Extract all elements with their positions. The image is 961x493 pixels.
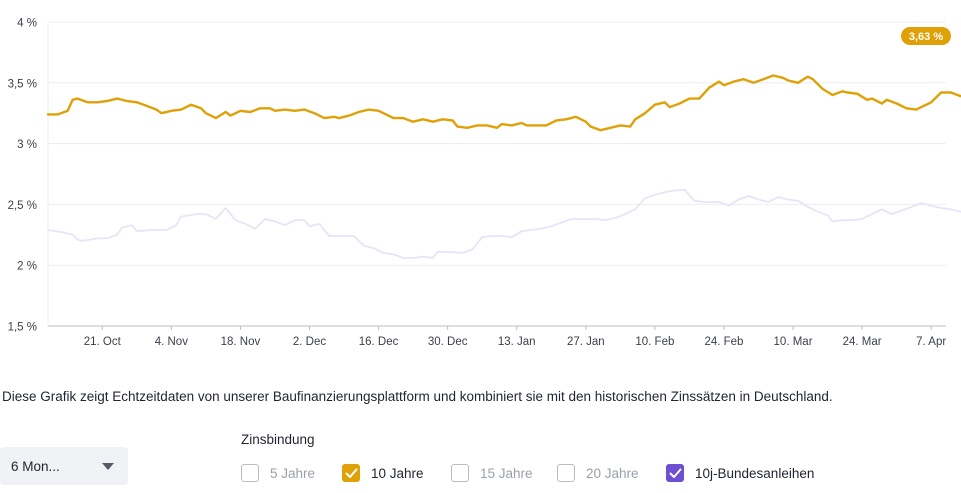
checkbox-checked-icon[interactable] <box>666 464 684 482</box>
y-tick-label: 1,5 % <box>8 322 37 334</box>
option-label: 5 Jahre <box>270 465 316 481</box>
interest-rate-chart: 1,5 % 2 % 2,5 % 3 % 3,5 % 4 % 21. Oct 4. Nov 18… <box>8 18 961 348</box>
y-tick-label: 3 % <box>17 139 37 151</box>
x-tick-label: 4. Nov <box>155 336 188 348</box>
y-tick-label: 2 % <box>17 261 37 273</box>
chart-series <box>46 74 961 259</box>
y-tick-label: 4 % <box>17 18 37 30</box>
x-tick-label: 24. Feb <box>704 336 743 348</box>
option-label: 15 Jahre <box>480 465 533 481</box>
checkbox-empty-icon[interactable] <box>451 464 469 482</box>
series-line-10j-bundesanleihen <box>47 188 961 259</box>
chart-end-marker: 3,63 % <box>901 27 951 45</box>
y-tick-label: 2,5 % <box>8 200 37 212</box>
option-10-jahre[interactable]: 10 Jahre <box>342 464 424 482</box>
end-value-label: 3,63 % <box>909 31 943 43</box>
y-tick-label: 3,5 % <box>8 78 37 90</box>
x-axis-ticks: 21. Oct 4. Nov 18. Nov 2. Dec 16. Dec 30. Dec… <box>84 336 947 348</box>
x-tick-label: 2. Dec <box>293 336 326 348</box>
x-tick-label: 24. Mar <box>843 336 882 348</box>
period-select[interactable]: 6 Mon... <box>0 447 128 485</box>
x-tick-label: 30. Dec <box>428 336 468 348</box>
option-label: 10 Jahre <box>371 465 424 481</box>
x-tick-label: 10. Feb <box>635 336 674 348</box>
x-tick-label: 27. Jan <box>567 336 605 348</box>
chart-description: Diese Grafik zeigt Echtzeitdaten von uns… <box>2 389 833 404</box>
checkbox-checked-icon[interactable] <box>342 464 360 482</box>
option-5-jahre[interactable]: 5 Jahre <box>241 464 315 482</box>
end-value-badge <box>901 27 951 45</box>
x-tick-label: 21. Oct <box>84 336 122 348</box>
chevron-down-icon <box>102 462 114 470</box>
option-10j-bundesanleihen[interactable]: 10j-Bundesanleihen <box>666 464 814 482</box>
x-tick-label: 13. Jan <box>498 336 536 348</box>
zinsbindung-title: Zinsbindung <box>241 432 315 447</box>
x-tick-label: 18. Nov <box>221 336 261 348</box>
period-select-value: 6 Mon... <box>11 458 60 474</box>
series-line-10-jahre <box>46 74 961 132</box>
chart-grid <box>47 21 946 330</box>
option-15-jahre[interactable]: 15 Jahre <box>451 464 533 482</box>
option-label: 20 Jahre <box>586 465 639 481</box>
x-tick-label: 16. Dec <box>359 336 399 348</box>
option-20-jahre[interactable]: 20 Jahre <box>557 464 639 482</box>
x-tick-label: 10. Mar <box>774 336 813 348</box>
option-label: 10j-Bundesanleihen <box>695 465 815 481</box>
checkbox-empty-icon[interactable] <box>557 464 575 482</box>
y-axis-ticks: 1,5 % 2 % 2,5 % 3 % 3,5 % 4 % <box>8 18 37 334</box>
checkbox-empty-icon[interactable] <box>241 464 259 482</box>
x-tick-label: 7. Apr <box>916 336 946 348</box>
